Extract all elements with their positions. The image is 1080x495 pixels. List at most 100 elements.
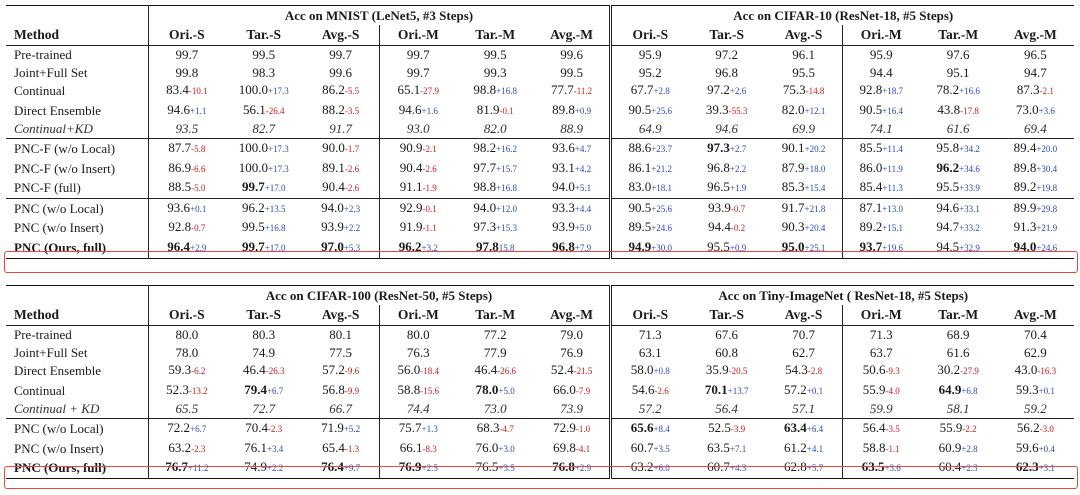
table-cell: 63.7 bbox=[841, 343, 920, 362]
cell-delta: -2.6 bbox=[344, 163, 360, 174]
method-name: Joint+Full Set bbox=[14, 344, 88, 360]
cell-delta: -1.1 bbox=[885, 443, 900, 454]
cell-delta: -2.6 bbox=[654, 385, 669, 396]
table-cell: 94.6+1.1 bbox=[147, 100, 226, 121]
column-header: Avg.-S bbox=[302, 25, 380, 46]
table-row: PNC (w/o Insert) 92.8-0.7 99.5+16.8 93.9+2.… bbox=[6, 218, 1074, 238]
column-header: Tar.-M bbox=[456, 25, 534, 46]
table-row: PNC-F (full) 88.5-5.0 99.7+17.0 90.4-2.6 91.… bbox=[6, 178, 1074, 199]
cell-delta: -1.3 bbox=[344, 443, 360, 454]
table-row: Continual 83.4-10.1 100.0+17.3 86.2-5.5 65.1… bbox=[6, 81, 1074, 101]
cell-value: 74.4 bbox=[406, 401, 430, 417]
cell-value: 74.1 bbox=[869, 121, 893, 137]
cell-value: 59.2 bbox=[1023, 401, 1047, 417]
table-row: Continual + KD 65.5 72.7 66.7 74.4 73.0 73.9 57… bbox=[6, 400, 1074, 419]
group-title: Acc on Tiny-ImageNet ( ResNet-18, #5 Ste… bbox=[609, 285, 1074, 305]
cell-delta: +4.2 bbox=[574, 163, 592, 174]
cell-value: 100.0 bbox=[238, 82, 268, 98]
cell-value: 95.0 bbox=[781, 238, 805, 254]
cell-value: 63.1 bbox=[638, 344, 662, 360]
cell-delta: -2.1 bbox=[422, 143, 437, 154]
table-cell: 58.0+0.8 bbox=[609, 361, 689, 381]
column-header: Avg.-S bbox=[765, 25, 843, 46]
cell-value: 70.7 bbox=[792, 327, 815, 342]
table-cell: 70.7 bbox=[765, 326, 842, 344]
cell-value: 60.8 bbox=[715, 344, 739, 360]
table-cell: 63.5+3.6 bbox=[841, 458, 920, 479]
table-cell: 35.9-20.5 bbox=[688, 361, 765, 381]
table-cell: 62.8+5.7 bbox=[765, 458, 842, 478]
table-cell: 68.9 bbox=[920, 326, 997, 344]
table-cell: 63.5+7.1 bbox=[688, 439, 765, 459]
cell-value: 95.5 bbox=[792, 64, 815, 80]
cell-value: 96.2 bbox=[936, 159, 960, 175]
cell-delta: +5.1 bbox=[574, 183, 592, 194]
table-cell: 93.0 bbox=[378, 120, 457, 139]
table-cell: 89.4+20.0 bbox=[996, 137, 1074, 159]
cell-delta: -21.5 bbox=[573, 366, 593, 377]
cell-delta: +2.7 bbox=[729, 143, 747, 154]
method-name: Continual + KD bbox=[14, 401, 100, 417]
table-cell: 81.9-0.1 bbox=[457, 101, 534, 121]
method-name: Direct Ensemble bbox=[14, 102, 101, 118]
cell-value: 61.6 bbox=[946, 344, 970, 360]
cell-value: 94.7 bbox=[936, 219, 960, 235]
cell-delta: +12.0 bbox=[496, 203, 517, 214]
table-cell: 65.4-1.3 bbox=[302, 439, 379, 459]
cell-value: 87.7 bbox=[168, 139, 192, 155]
table-cell: 87.3-2.1 bbox=[997, 81, 1074, 101]
cell-delta: -6.6 bbox=[191, 163, 206, 174]
cell-value: 59.3 bbox=[1015, 381, 1039, 397]
cell-value: 90.5 bbox=[628, 199, 652, 215]
cell-value: 89.4 bbox=[1013, 139, 1037, 155]
method-name: Pre-trained bbox=[14, 47, 72, 62]
cell-value: 97.7 bbox=[473, 159, 497, 175]
cell-delta: +30.4 bbox=[1036, 163, 1058, 174]
cell-value: 54.6 bbox=[631, 381, 655, 397]
table-cell: 64.9 bbox=[609, 120, 689, 139]
column-header: Tar.-S bbox=[225, 25, 303, 46]
cell-value: 90.5 bbox=[859, 101, 883, 117]
cell-delta: +5.0 bbox=[498, 385, 515, 396]
cell-value: 78.0 bbox=[475, 381, 499, 397]
cell-delta: +15.1 bbox=[882, 223, 904, 234]
cell-value: 73.9 bbox=[560, 401, 583, 417]
cell-value: 72.7 bbox=[252, 401, 276, 417]
table-cell: 86.0+11.9 bbox=[841, 158, 920, 179]
table-cell: 92.8-0.7 bbox=[147, 218, 226, 238]
cell-value: 96.5 bbox=[1023, 47, 1047, 62]
table-cell: 65.1-27.9 bbox=[378, 81, 457, 101]
table-cell: 96.2+3.2 bbox=[378, 237, 457, 259]
cell-value: 56.4 bbox=[862, 419, 886, 435]
table-cell: 99.7 bbox=[378, 45, 457, 64]
table-cell: 73.0+3.6 bbox=[997, 101, 1074, 121]
cell-delta: -0.1 bbox=[422, 203, 437, 214]
table-cell: 63.2+6.0 bbox=[609, 458, 689, 479]
column-header: Ori.-S bbox=[609, 25, 689, 46]
cell-value: 93.5 bbox=[175, 121, 199, 137]
cell-delta: +15.4 bbox=[804, 183, 826, 194]
cell-delta: +19.6 bbox=[882, 242, 904, 253]
table-cell: 95.2 bbox=[609, 63, 689, 82]
table-cell: 89.2+19.8 bbox=[997, 178, 1074, 198]
cell-delta: -2.2 bbox=[962, 423, 977, 434]
cell-delta: +11.9 bbox=[882, 163, 903, 174]
cell-value: 99.7 bbox=[406, 47, 430, 62]
cell-value: 93.7 bbox=[859, 238, 883, 254]
cell-value: 69.9 bbox=[792, 121, 815, 137]
cell-delta: 15.8 bbox=[498, 242, 515, 253]
cell-value: 76.1 bbox=[244, 439, 267, 455]
table-cell: 76.7+11.2 bbox=[147, 458, 226, 479]
cell-value: 91.9 bbox=[399, 219, 423, 235]
table-cell: 85.5+11.4 bbox=[841, 137, 920, 159]
cell-delta: -1.1 bbox=[422, 223, 437, 234]
cell-value: 35.9 bbox=[705, 362, 729, 378]
cell-value: 75.7 bbox=[398, 419, 422, 435]
table-cell: 94.0+24.6 bbox=[997, 238, 1074, 258]
cell-delta: +17.0 bbox=[264, 183, 286, 194]
cell-value: 76.4 bbox=[321, 459, 344, 475]
table-cell: 99.6 bbox=[302, 64, 379, 82]
table-cell: 76.3 bbox=[378, 343, 457, 362]
table-cell: 76.8+2.9 bbox=[534, 458, 611, 478]
table-cell: 95.9 bbox=[841, 45, 920, 64]
